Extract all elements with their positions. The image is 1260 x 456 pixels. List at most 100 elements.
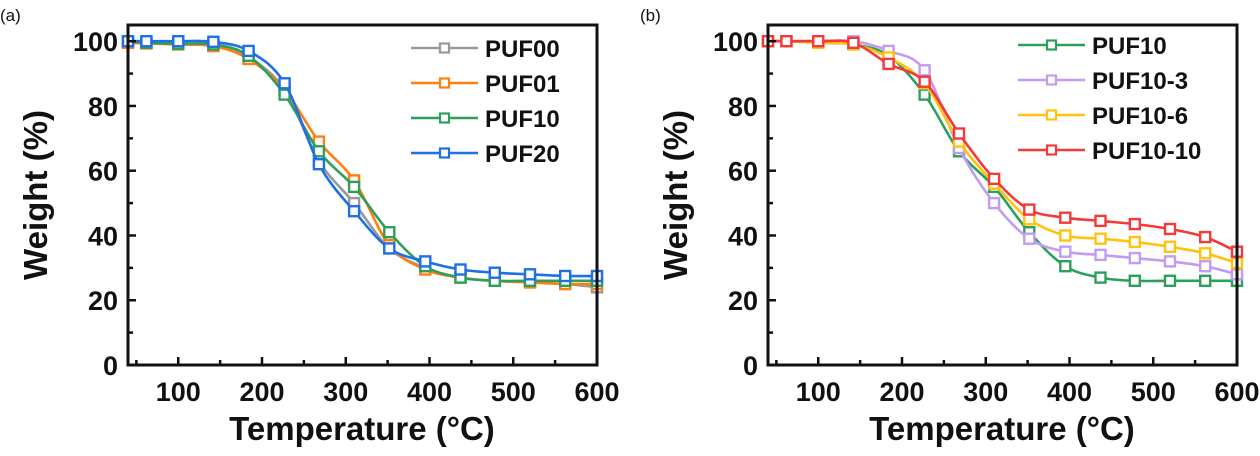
legend-label: PUF00 xyxy=(485,36,560,63)
panel-a-x-tick-label-600: 600 xyxy=(574,377,619,407)
panel-b-marker-puf10-395 xyxy=(1059,260,1072,273)
panel-b-x-tick-label-200: 200 xyxy=(879,377,924,407)
legend-marker xyxy=(438,112,451,124)
panel-a-marker-puf20-520 xyxy=(523,268,537,281)
panel-b: (b) 100 200 300 400 500 600 0 20 40 60 80 100 Tempe… xyxy=(640,6,1260,447)
panel-a-marker-puf20-352 xyxy=(383,242,396,255)
panel-b-marker-puf10-227 xyxy=(918,88,931,101)
panel-a-x-tick-label-400: 400 xyxy=(407,377,452,407)
panel-b-marker-puf10-478 xyxy=(1128,274,1142,287)
panel-a-x-tick-label-200: 200 xyxy=(239,377,284,407)
panel-b-marker-puf10-10-520 xyxy=(1163,222,1177,236)
panel-b-legend-item-puf10-10: PUF10-10 xyxy=(1018,138,1201,165)
panel-b-marker-puf10-10-395 xyxy=(1059,211,1072,224)
panel-a-marker-puf20-437 xyxy=(454,263,467,276)
panel-b-y-tick-label-0: 0 xyxy=(743,351,758,381)
legend-label: PUF20 xyxy=(485,141,560,168)
panel-b-marker-puf10-3-520 xyxy=(1163,255,1177,268)
legend-label: PUF10-10 xyxy=(1092,138,1201,165)
panel-b-y-tick-label-80: 80 xyxy=(728,92,758,122)
panel-a-marker-puf10-310 xyxy=(347,180,361,194)
panel-b-legend-item-puf10-6: PUF10-6 xyxy=(1018,103,1188,130)
panel-a-legend-item-puf01: PUF01 xyxy=(411,71,560,98)
panel-a-y-tick-label-80: 80 xyxy=(88,92,118,122)
legend-marker xyxy=(438,42,451,54)
panel-a-label: (a) xyxy=(0,6,21,25)
panel-b-marker-puf10-3-310 xyxy=(987,196,1001,210)
panel-a-legend-item-puf00: PUF00 xyxy=(411,36,560,63)
legend-label: PUF10 xyxy=(485,106,560,133)
panel-b-y-tick-label-100: 100 xyxy=(713,27,758,57)
legend-label: PUF10 xyxy=(1092,33,1167,60)
panel-b-y-tick-label-60: 60 xyxy=(728,157,758,187)
panel-b-marker-puf10-10-478 xyxy=(1128,217,1142,231)
panel-b-marker-puf10-6-562 xyxy=(1198,247,1212,260)
panel-a-x-tick-label-300: 300 xyxy=(323,377,368,407)
legend-marker xyxy=(438,77,451,89)
panel-a-marker-puf20-478 xyxy=(488,266,501,279)
panel-b-marker-puf10-10-268 xyxy=(952,127,966,140)
panel-b-marker-puf10-437 xyxy=(1094,271,1107,284)
panel-a-marker-puf20-142 xyxy=(207,35,220,48)
panel-b-marker-puf10-10-184 xyxy=(882,57,895,71)
panel-b-marker-puf10-10-227 xyxy=(918,75,931,88)
panel-b-marker-puf10-3-395 xyxy=(1059,245,1072,258)
legend-marker xyxy=(438,147,451,159)
panel-a-plot-frame xyxy=(126,23,599,367)
panel-b-marker-puf10-520 xyxy=(1163,274,1177,287)
panel-b-marker-puf10-3-227 xyxy=(918,64,931,77)
panel-a-legend: PUF00 PUF01 PUF10 PUF20 xyxy=(411,36,560,168)
panel-b-marker-puf10-3-352 xyxy=(1023,232,1036,245)
panel-b-marker-puf10-3-478 xyxy=(1128,251,1142,265)
legend-marker xyxy=(1045,144,1058,156)
panel-b-marker-puf10-10-352 xyxy=(1023,203,1036,216)
panel-b-x-axis-title: Temperature (°C) xyxy=(869,410,1135,447)
panel-a-marker-puf20-562 xyxy=(559,269,572,283)
panel-a-y-tick-label-60: 60 xyxy=(88,157,118,187)
panel-b-marker-puf10-562 xyxy=(1198,274,1212,287)
legend-marker xyxy=(1045,39,1058,51)
panel-b-plot-frame xyxy=(766,23,1239,367)
panel-a-x-axis-title: Temperature (°C) xyxy=(229,410,495,447)
legend-marker xyxy=(1045,74,1058,86)
legend-label: PUF10-6 xyxy=(1092,103,1188,130)
legend-label: PUF10-3 xyxy=(1092,68,1188,95)
panel-b-marker-puf10-3-562 xyxy=(1198,260,1212,273)
legend-label: PUF01 xyxy=(485,71,560,98)
panel-b-marker-puf10-3-437 xyxy=(1094,248,1107,262)
panel-b-y-axis-title: Weight (%) xyxy=(657,110,694,280)
legend-marker xyxy=(1045,109,1058,121)
panel-b-x-tick-label-600: 600 xyxy=(1214,377,1259,407)
panel-a-ticks: 100 200 300 400 500 600 0 20 40 60 80 100 xyxy=(73,27,620,407)
panel-a-marker-puf20-310 xyxy=(347,204,361,218)
panel-a-y-tick-label-40: 40 xyxy=(88,221,118,251)
panel-b-label: (b) xyxy=(640,6,661,25)
panel-a-marker-puf20-227 xyxy=(278,77,291,90)
panel-a-y-tick-label-20: 20 xyxy=(88,286,118,316)
panel-b-y-tick-label-40: 40 xyxy=(728,221,758,251)
panel-b-marker-puf10-6-437 xyxy=(1094,232,1107,245)
panel-a-legend-item-puf20: PUF20 xyxy=(411,141,560,168)
panel-b-x-tick-label-500: 500 xyxy=(1131,377,1176,407)
panel-b-x-tick-label-300: 300 xyxy=(963,377,1008,407)
panel-b-marker-puf10-10-562 xyxy=(1198,230,1212,244)
panel-b-legend: PUF10 PUF10-3 PUF10-6 PUF10-10 xyxy=(1018,33,1201,165)
panel-b-marker-puf10-10-310 xyxy=(987,172,1001,186)
panel-b-marker-puf10-10-437 xyxy=(1094,214,1107,228)
panel-b-marker-puf10-6-395 xyxy=(1059,229,1072,242)
panel-a-x-tick-label-500: 500 xyxy=(491,377,536,407)
panel-b-legend-item-puf10-3: PUF10-3 xyxy=(1018,68,1188,95)
panel-b-marker-puf10-10-142 xyxy=(847,36,860,49)
panel-a-marker-puf20-62 xyxy=(140,35,153,48)
panel-a: (a) 100 200 300 400 500 600 0 20 40 60 80 100 Tempe… xyxy=(0,6,620,447)
panel-a-legend-item-puf10: PUF10 xyxy=(411,106,560,133)
panel-b-series xyxy=(761,35,1244,287)
panel-a-marker-puf20-100 xyxy=(172,35,185,48)
panel-b-x-tick-label-100: 100 xyxy=(796,377,841,407)
panel-a-marker-puf10-352 xyxy=(383,225,396,239)
panel-b-ticks: 100 200 300 400 500 600 0 20 40 60 80 100 xyxy=(713,27,1260,407)
panel-a-y-tick-label-100: 100 xyxy=(73,27,118,57)
panel-a-y-tick-label-0: 0 xyxy=(103,351,118,381)
panel-b-marker-puf10-10-100 xyxy=(812,35,825,48)
